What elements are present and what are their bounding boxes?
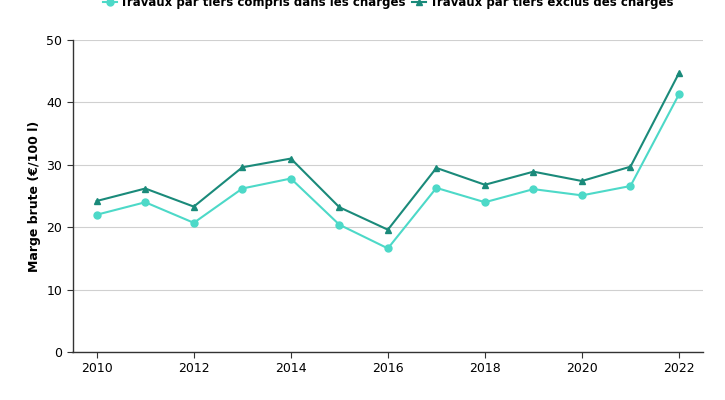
Travaux par tiers exclus des charges: [335, 205, 344, 210]
Travaux par tiers compris dans les charges: [626, 184, 635, 188]
Travaux par tiers exclus des charges: [675, 71, 684, 76]
Travaux par tiers exclus des charges: [238, 165, 247, 170]
Travaux par tiers compris dans les charges: [384, 246, 392, 251]
Travaux par tiers exclus des charges: [626, 164, 635, 169]
Travaux par tiers compris dans les charges: [481, 200, 489, 205]
Travaux par tiers compris dans les charges: [286, 176, 295, 181]
Travaux par tiers compris dans les charges: [432, 186, 441, 190]
Line: Travaux par tiers compris dans les charges: Travaux par tiers compris dans les charg…: [94, 91, 682, 252]
Travaux par tiers exclus des charges: [286, 156, 295, 161]
Travaux par tiers exclus des charges: [578, 179, 587, 184]
Travaux par tiers exclus des charges: [481, 182, 489, 187]
Travaux par tiers exclus des charges: [92, 198, 101, 203]
Travaux par tiers compris dans les charges: [141, 200, 149, 205]
Legend: Travaux par tiers compris dans les charges, Travaux par tiers exclus des charges: Travaux par tiers compris dans les charg…: [103, 0, 673, 9]
Travaux par tiers compris dans les charges: [92, 212, 101, 217]
Travaux par tiers exclus des charges: [384, 227, 392, 232]
Travaux par tiers exclus des charges: [189, 204, 198, 209]
Travaux par tiers compris dans les charges: [675, 92, 684, 97]
Travaux par tiers exclus des charges: [141, 186, 149, 191]
Travaux par tiers compris dans les charges: [189, 220, 198, 225]
Line: Travaux par tiers exclus des charges: Travaux par tiers exclus des charges: [94, 70, 682, 233]
Travaux par tiers compris dans les charges: [529, 187, 538, 192]
Travaux par tiers exclus des charges: [432, 166, 441, 170]
Y-axis label: Marge brute (€/100 l): Marge brute (€/100 l): [28, 120, 41, 272]
Travaux par tiers exclus des charges: [529, 169, 538, 174]
Travaux par tiers compris dans les charges: [238, 186, 247, 191]
Travaux par tiers compris dans les charges: [578, 193, 587, 198]
Travaux par tiers compris dans les charges: [335, 222, 344, 227]
